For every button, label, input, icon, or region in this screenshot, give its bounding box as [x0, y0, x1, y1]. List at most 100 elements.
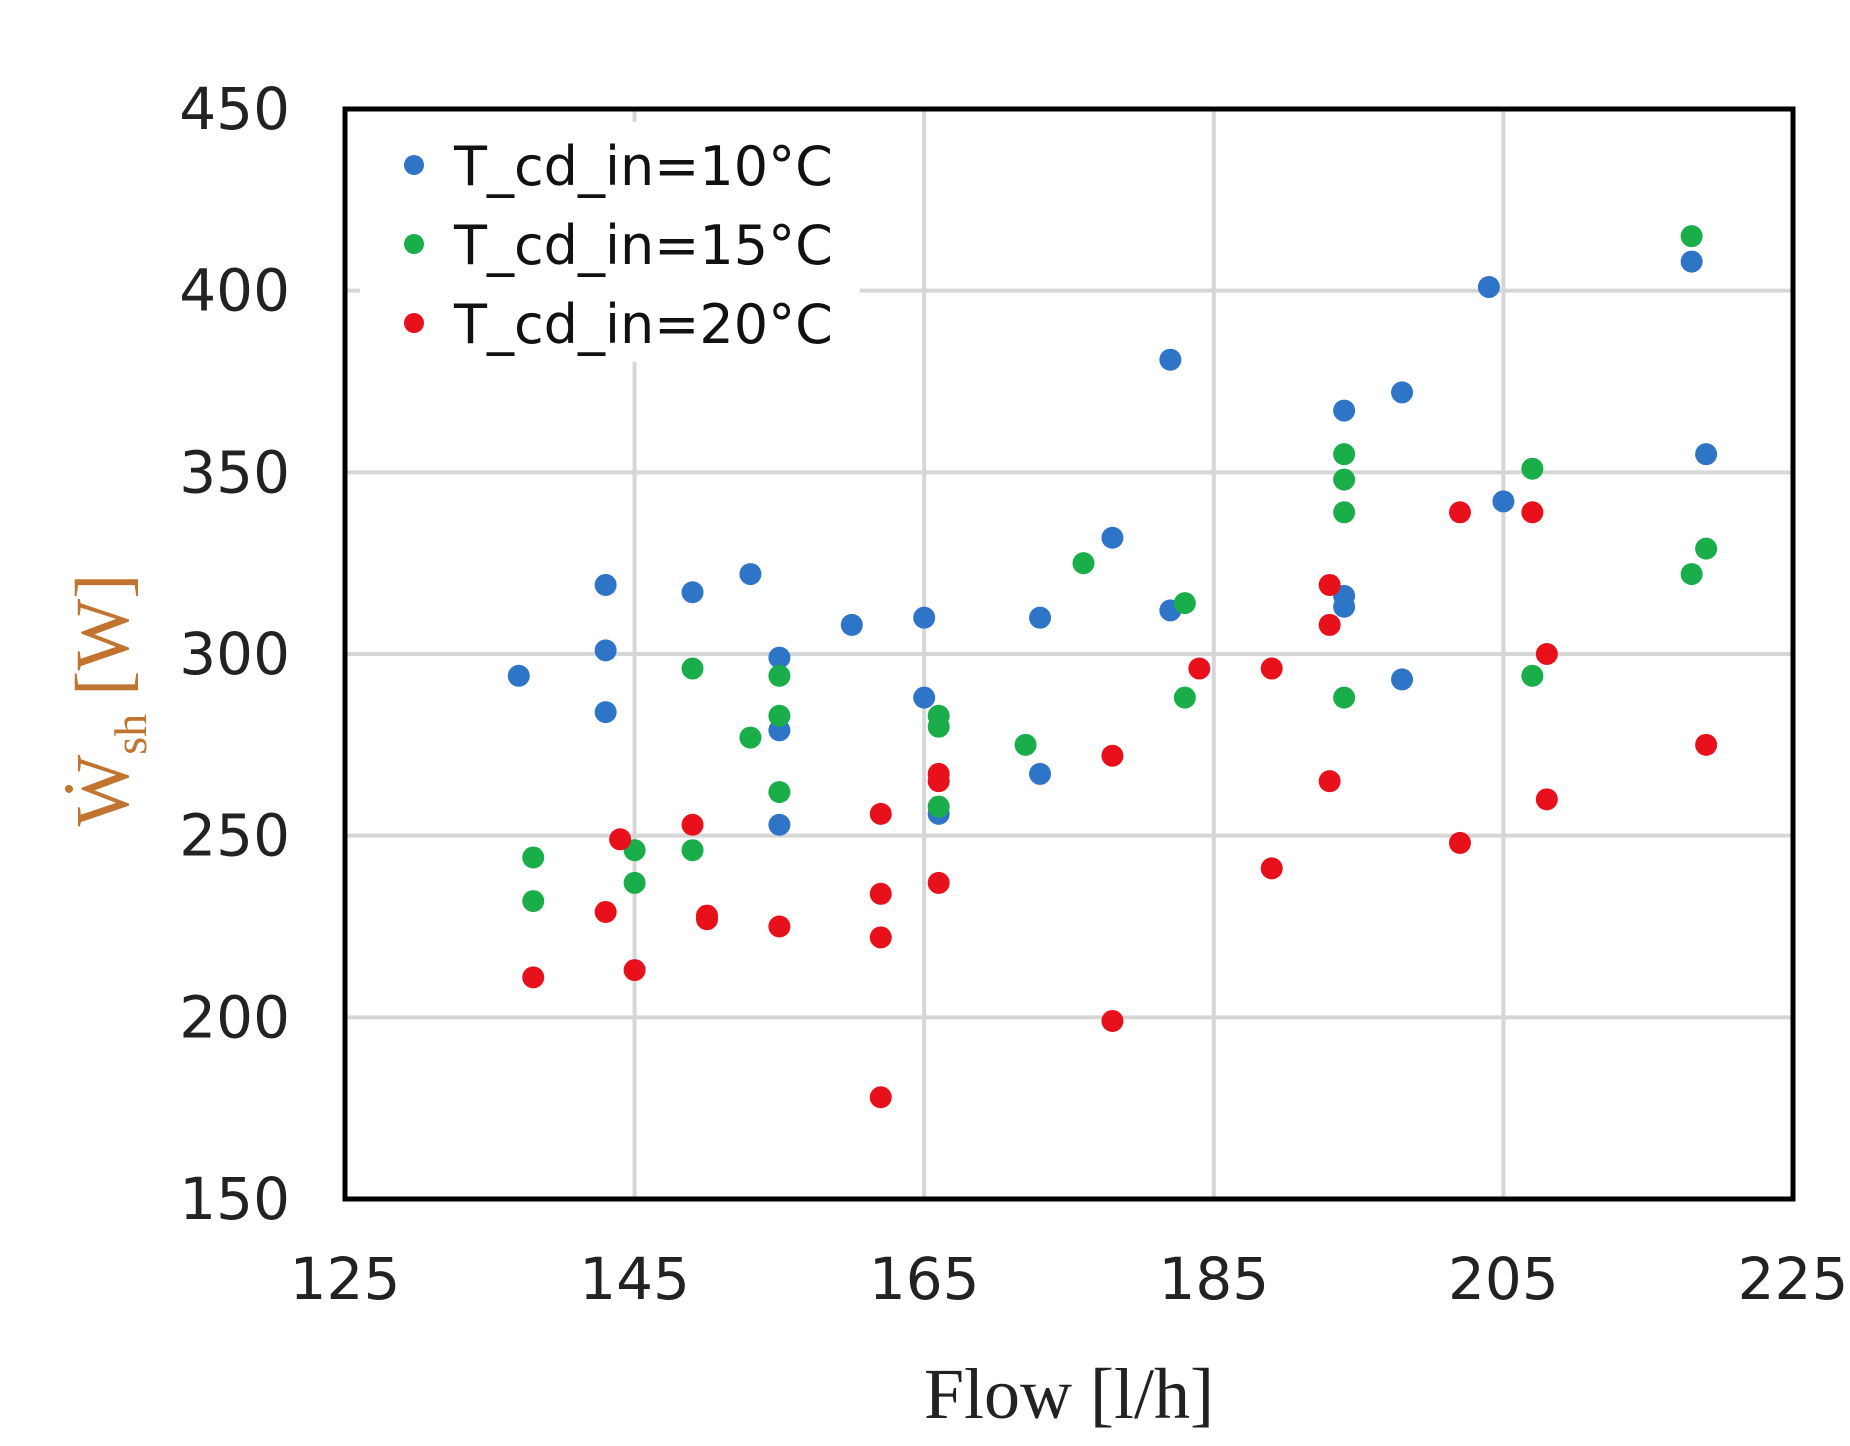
y-axis-title-symbol: Ẇ	[61, 755, 145, 827]
data-point-series1-15	[1173, 592, 1196, 615]
data-point-series0-2	[594, 639, 617, 662]
data-point-series1-21	[1521, 457, 1544, 480]
data-point-series2-27	[1535, 788, 1558, 811]
x-tick-label-4: 205	[1448, 1245, 1559, 1313]
data-point-series1-3	[623, 871, 646, 894]
data-point-series2-11	[869, 1086, 892, 1109]
x-tick-label-1: 145	[579, 1245, 690, 1313]
x-tick-label-5: 225	[1738, 1245, 1849, 1313]
legend-label-15c: T_cd_in=15°C	[453, 214, 833, 277]
data-point-series0-13	[1029, 606, 1052, 629]
y-tick-label-2: 250	[179, 802, 290, 870]
data-point-series2-3	[623, 959, 646, 982]
data-point-series2-18	[1260, 657, 1283, 680]
data-point-series1-20	[1333, 686, 1356, 709]
data-point-series2-10	[869, 926, 892, 949]
series-2	[522, 501, 1718, 1109]
data-point-series2-25	[1521, 501, 1544, 524]
data-point-series2-16	[1101, 1009, 1124, 1032]
data-point-series1-0	[522, 846, 545, 869]
data-point-series0-20	[1333, 595, 1356, 618]
y-tick-label-5: 400	[179, 257, 290, 325]
y-tick-label-3: 300	[179, 620, 290, 688]
data-point-series2-19	[1260, 857, 1283, 880]
data-point-series2-6	[696, 904, 718, 927]
data-point-series2-7	[768, 915, 791, 938]
data-point-series1-8	[768, 704, 791, 727]
x-tick-label-0: 125	[290, 1245, 401, 1313]
data-point-series0-3	[594, 701, 617, 724]
y-axis-tick-labels: 150 200 250 300 350 400 450	[179, 75, 290, 1233]
series-0	[507, 250, 1718, 836]
data-point-series2-28	[1695, 733, 1718, 756]
data-point-series2-9	[869, 882, 892, 905]
data-point-series0-9	[840, 613, 863, 636]
data-point-series0-8	[768, 813, 791, 836]
data-point-series1-7	[768, 664, 791, 687]
data-point-series0-10	[913, 606, 936, 629]
data-point-series0-26	[1695, 443, 1718, 466]
data-point-series0-5	[739, 563, 762, 586]
data-point-series2-22	[1318, 770, 1341, 793]
data-point-series1-6	[739, 726, 762, 749]
data-point-series2-21	[1318, 613, 1341, 636]
data-point-series2-14	[927, 871, 950, 894]
data-point-series2-8	[869, 802, 892, 825]
y-tick-label-1: 200	[179, 983, 290, 1051]
data-point-series1-22	[1521, 664, 1544, 687]
legend-marker-10c	[404, 155, 424, 175]
legend-label-20c: T_cd_in=20°C	[453, 293, 833, 356]
x-axis-tick-labels: 125 145 165 185 205 225	[290, 1245, 1849, 1313]
data-points	[507, 225, 1718, 1109]
data-point-series0-21	[1391, 381, 1414, 404]
data-point-series1-18	[1333, 468, 1356, 491]
legend-label-10c: T_cd_in=10°C	[453, 135, 833, 198]
legend-marker-20c	[404, 313, 424, 333]
y-axis-title-unit: [W]	[61, 574, 145, 696]
data-point-series1-11	[927, 715, 950, 738]
data-point-series1-24	[1680, 563, 1703, 586]
y-tick-label-0: 150	[179, 1165, 290, 1233]
data-point-series0-4	[681, 581, 704, 604]
data-point-series0-24	[1492, 490, 1515, 513]
legend-marker-15c	[404, 234, 424, 254]
legend-background	[360, 122, 860, 362]
data-point-series2-15	[1101, 744, 1124, 767]
data-point-series1-17	[1333, 443, 1356, 466]
y-tick-label-6: 450	[179, 75, 290, 143]
data-point-series0-25	[1680, 250, 1703, 273]
data-point-series0-15	[1101, 526, 1124, 549]
data-point-series1-9	[768, 781, 791, 804]
data-point-series1-25	[1695, 537, 1718, 560]
y-tick-label-4: 350	[179, 438, 290, 506]
x-tick-label-2: 165	[869, 1245, 980, 1313]
data-point-series0-1	[594, 573, 617, 596]
grid-lines	[345, 109, 1793, 1199]
x-axis-title: Flow [l/h]	[924, 1354, 1214, 1434]
data-point-series1-12	[927, 795, 950, 818]
data-point-series2-17	[1188, 657, 1211, 680]
data-point-series1-13	[1014, 733, 1037, 756]
plot-area-frame	[342, 106, 1796, 1202]
data-point-series2-26	[1535, 643, 1558, 665]
data-point-series0-16	[1159, 348, 1182, 371]
data-point-series2-2	[609, 828, 632, 851]
data-point-series1-19	[1333, 501, 1356, 524]
data-point-series1-14	[1072, 552, 1095, 575]
data-point-series0-0	[507, 664, 530, 687]
data-point-series0-11	[913, 686, 936, 709]
data-point-series2-23	[1448, 501, 1471, 524]
data-point-series0-18	[1333, 399, 1356, 422]
data-point-series2-13	[927, 762, 950, 785]
data-point-series1-5	[681, 839, 704, 862]
series-1	[522, 225, 1718, 913]
svg-text:Ẇsh[W]: Ẇsh [W]	[61, 574, 156, 827]
data-point-series2-1	[594, 900, 617, 923]
data-point-series1-1	[522, 890, 545, 913]
data-point-series0-22	[1391, 668, 1414, 691]
data-point-series0-23	[1477, 276, 1500, 299]
data-point-series2-20	[1318, 573, 1341, 596]
legend: T_cd_in=10°C T_cd_in=15°C T_cd_in=20°C	[360, 122, 860, 362]
